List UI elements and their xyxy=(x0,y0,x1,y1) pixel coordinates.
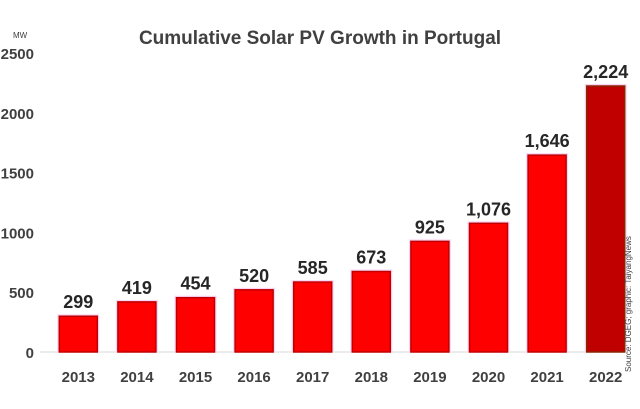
data-label: 299 xyxy=(63,292,93,312)
y-tick-label: 1500 xyxy=(1,166,34,183)
data-label: 1,076 xyxy=(466,199,511,219)
bar-2022 xyxy=(585,85,626,353)
data-label: 673 xyxy=(356,248,386,268)
data-label: 925 xyxy=(415,217,445,237)
x-tick-label: 2017 xyxy=(296,369,329,386)
data-label: 520 xyxy=(239,266,269,286)
y-tick-label: 0 xyxy=(26,345,34,362)
x-tick-label: 2020 xyxy=(472,369,505,386)
bar-2013 xyxy=(58,315,99,353)
y-tick-label: 1000 xyxy=(1,225,34,242)
data-label: 454 xyxy=(180,274,210,294)
y-tick-label: 2500 xyxy=(1,46,34,63)
x-tick-label: 2018 xyxy=(355,369,388,386)
data-label: 2,224 xyxy=(583,62,628,82)
y-tick-label: 500 xyxy=(9,285,34,302)
bar-2018 xyxy=(351,270,392,353)
x-tick-label: 2019 xyxy=(413,369,446,386)
bar-2015 xyxy=(175,296,216,353)
data-label: 1,646 xyxy=(525,131,570,151)
y-tick-label: 2000 xyxy=(1,106,34,123)
x-tick-label: 2014 xyxy=(120,369,154,386)
bar-2019 xyxy=(410,240,450,353)
x-tick-label: 2021 xyxy=(530,369,563,386)
bar-2021 xyxy=(527,154,567,353)
data-label: 585 xyxy=(298,258,328,278)
data-label: 419 xyxy=(122,278,152,298)
chart-title: Cumulative Solar PV Growth in Portugal xyxy=(138,28,502,49)
bar-2016 xyxy=(234,289,274,353)
source-note: Source: DGEG; graphic: TaiyangNews xyxy=(624,236,633,372)
x-tick-label: 2022 xyxy=(589,369,622,386)
bar-2014 xyxy=(117,301,157,353)
bar-2020 xyxy=(468,222,509,353)
x-tick-label: 2016 xyxy=(237,369,270,386)
x-tick-label: 2015 xyxy=(179,369,212,386)
y-axis-unit: MW xyxy=(13,31,28,40)
x-tick-label: 2013 xyxy=(62,369,95,386)
bar-2017 xyxy=(292,281,333,353)
